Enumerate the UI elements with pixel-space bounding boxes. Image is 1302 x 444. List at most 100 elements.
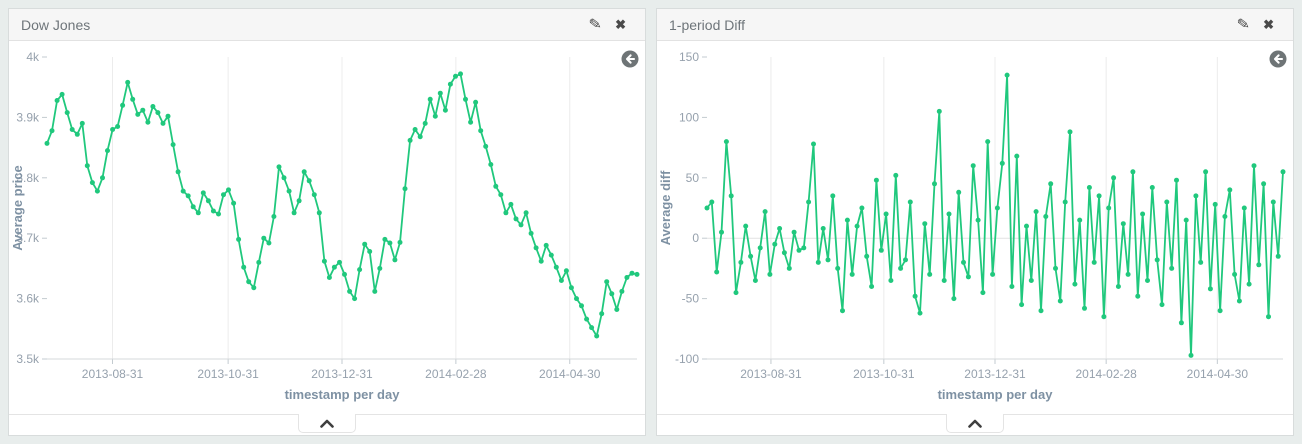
- series-point: [251, 285, 257, 291]
- edit-panel-button[interactable]: ✎: [582, 15, 609, 34]
- series-point: [990, 271, 996, 277]
- series-point: [1193, 193, 1199, 199]
- back-button[interactable]: [1269, 50, 1287, 68]
- series-point: [568, 285, 574, 291]
- series-point: [321, 258, 327, 264]
- series-point: [893, 172, 899, 178]
- series-point: [1135, 293, 1141, 299]
- y-axis-title: Average price: [10, 165, 25, 251]
- series-point: [830, 193, 836, 199]
- series-point: [89, 180, 95, 186]
- series-point: [468, 119, 474, 125]
- series-point: [94, 188, 100, 194]
- series-point: [704, 205, 710, 211]
- series-point: [84, 163, 90, 169]
- x-tick-label: 2014-02-28: [425, 367, 487, 381]
- series-point: [382, 236, 388, 242]
- series-point: [1270, 199, 1276, 205]
- series-point: [980, 290, 986, 296]
- series-point: [619, 288, 625, 294]
- series-point: [820, 226, 826, 231]
- series-point: [170, 142, 176, 148]
- back-button[interactable]: [621, 50, 639, 68]
- series-point: [878, 247, 884, 253]
- series-point: [859, 205, 865, 211]
- series-point: [584, 316, 590, 322]
- series-point: [903, 257, 908, 263]
- series-point: [994, 205, 1000, 211]
- series-point: [115, 124, 121, 129]
- series-point: [752, 278, 758, 283]
- chevron-up-icon: [320, 419, 334, 428]
- series-point: [811, 141, 816, 147]
- edit-panel-button[interactable]: ✎: [1230, 15, 1257, 34]
- dow-jones-chart[interactable]: 2013-08-31 2013-10-31 2013-12-31 2014-02-28…: [9, 41, 645, 413]
- close-panel-button[interactable]: ✖: [1256, 18, 1281, 31]
- pencil-icon: ✎: [1235, 15, 1251, 34]
- series-point: [291, 210, 297, 216]
- series-point: [276, 164, 282, 170]
- series-point: [105, 148, 110, 154]
- series-point: [513, 216, 519, 222]
- series-point: [342, 271, 347, 277]
- series-point: [1145, 278, 1150, 283]
- series-point: [844, 217, 850, 223]
- series-point: [145, 119, 151, 125]
- series-point: [69, 127, 75, 132]
- series-point: [432, 113, 438, 119]
- series-point: [543, 242, 549, 248]
- series-point: [1014, 153, 1020, 159]
- series-point: [869, 284, 875, 289]
- x-axis-title: timestamp per day: [285, 387, 401, 402]
- series-point: [221, 192, 226, 198]
- series-point: [1028, 278, 1034, 283]
- series-point: [160, 120, 166, 126]
- series-point: [236, 236, 242, 242]
- spy-panel-toggle[interactable]: [298, 414, 356, 433]
- series-point: [261, 235, 267, 241]
- panel-header: Dow Jones ✎ ✖: [9, 9, 645, 41]
- series-point: [216, 211, 221, 217]
- series-point: [835, 265, 841, 271]
- series-point: [1164, 199, 1170, 205]
- y-tick-label: -100: [675, 352, 699, 366]
- x-tick-label: 2014-02-28: [1075, 367, 1137, 381]
- series-point: [922, 221, 928, 227]
- spy-panel-toggle[interactable]: [946, 414, 1004, 433]
- series-point: [907, 199, 913, 205]
- series-point: [840, 308, 845, 314]
- series-point: [1053, 265, 1058, 271]
- y-tick-label: 100: [679, 110, 699, 124]
- series-point: [985, 139, 991, 145]
- series-point: [180, 188, 186, 194]
- series-point: [125, 79, 131, 85]
- series-point: [1222, 214, 1228, 219]
- series-point: [59, 91, 65, 97]
- series-point: [970, 163, 976, 169]
- series-point: [719, 229, 724, 235]
- series-point: [498, 192, 504, 198]
- y-tick-label: 3.5k: [16, 352, 40, 366]
- series-point: [331, 264, 337, 270]
- series-point: [1101, 314, 1107, 320]
- series-point: [748, 253, 754, 259]
- series-point: [528, 230, 534, 236]
- series-point: [1140, 211, 1146, 217]
- x-tick-label: 2013-12-31: [311, 367, 373, 381]
- series-point: [854, 223, 860, 229]
- series-point: [367, 249, 373, 254]
- series-point: [629, 270, 635, 276]
- series-line: [46, 73, 638, 337]
- series-point: [604, 279, 610, 285]
- series-point: [1067, 129, 1073, 135]
- series-point: [306, 178, 312, 184]
- series-point: [999, 160, 1005, 166]
- panel-1-period-diff: 1-period Diff ✎ ✖ 2013-08-31 2013-10-31 20…: [656, 8, 1294, 436]
- series-point: [791, 229, 797, 235]
- y-tick-label: -50: [682, 292, 700, 306]
- close-panel-button[interactable]: ✖: [608, 18, 633, 31]
- series-point: [1256, 262, 1262, 268]
- one-period-diff-chart[interactable]: 2013-08-31 2013-10-31 2013-12-31 2014-02-28…: [657, 41, 1293, 413]
- series-point: [965, 274, 971, 280]
- visualization-area: 2013-08-31 2013-10-31 2013-12-31 2014-02-28…: [657, 41, 1293, 414]
